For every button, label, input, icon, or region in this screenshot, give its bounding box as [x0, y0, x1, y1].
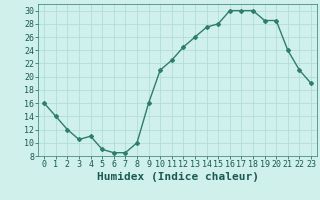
X-axis label: Humidex (Indice chaleur): Humidex (Indice chaleur): [97, 172, 259, 182]
